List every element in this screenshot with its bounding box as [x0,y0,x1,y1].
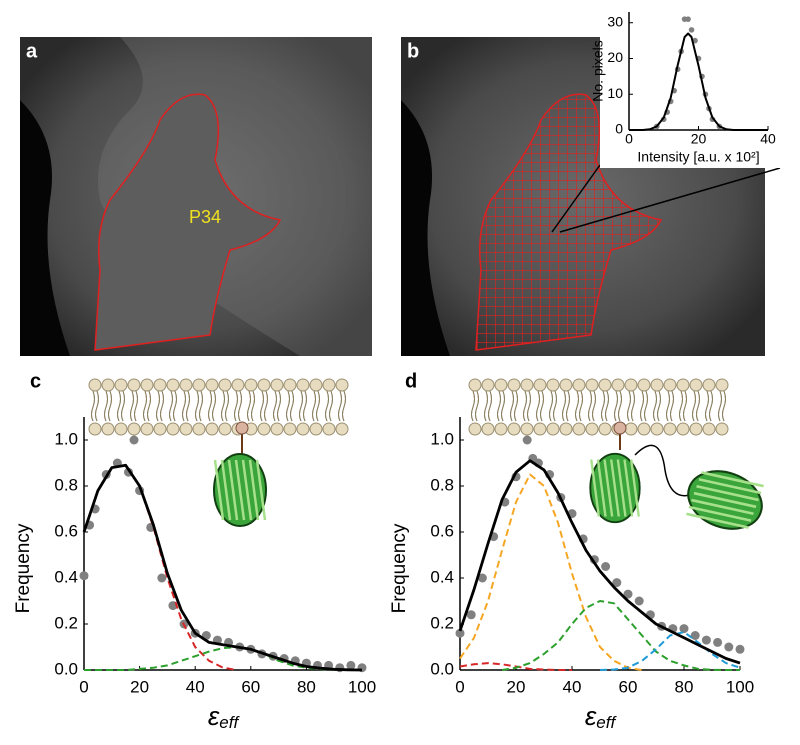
panel-label: c [30,370,41,392]
x-axis-label: εeff [585,701,618,733]
fit-line [82,463,363,672]
membrane-illustration [88,378,764,530]
data-point [634,596,644,606]
chart: 0 20 40 60 80 100 0.0 0.2 0.4 0.6 0.8 1.0 Frequency ε… [13,417,376,732]
x-tick-label: 0 [625,131,633,147]
x-tick-label: 0 [455,677,464,696]
y-tick-label: 0.6 [54,521,78,540]
data-point [679,624,689,634]
component-fit [599,631,741,671]
y-axis-label: Frequency [13,523,34,613]
x-tick-label: 40 [563,677,582,696]
y-axis-label: No. pixels [590,40,606,101]
x-axis-label-subscript: eff [219,713,240,732]
x-tick-label: 40 [186,677,205,696]
data-point [477,573,487,583]
data-point [701,635,711,645]
x-tick-label: 20 [130,677,149,696]
x-tick-label: 60 [619,677,638,696]
data-point [623,589,633,599]
y-tick-label: 0.4 [54,567,78,586]
panel-label: d [405,370,417,392]
y-tick-label: 0.6 [430,521,454,540]
y-tick-label: 0.4 [430,567,454,586]
y-tick-label: 1.0 [54,429,78,448]
x-axis-label: εeff [208,701,241,733]
x-tick-label: 100 [726,677,754,696]
component-fit [459,473,643,671]
data-point [455,628,465,638]
x-tick-label: 40 [760,131,776,147]
data-point [713,637,723,647]
y-tick-label: 0.8 [54,475,78,494]
data-point [688,27,695,33]
fit-line [629,32,768,131]
x-tick-label: 80 [297,677,316,696]
component-fit [84,646,362,671]
y-tick-label: 10 [607,85,623,101]
component-fit [459,662,572,671]
data-point [601,562,611,571]
data-point [129,435,139,445]
data-point [690,631,700,640]
chart: 0 20 40 60 80 100 0.0 0.2 0.4 0.6 0.8 1.0 Frequency ε… [389,417,754,732]
x-tick-label: 20 [507,677,526,696]
y-axis-label: Frequency [389,523,410,613]
x-tick-label: 20 [691,131,707,147]
y-tick-label: 0 [615,121,623,137]
x-axis-label-symbol: ε [585,701,597,731]
data-point [685,16,691,22]
data-point [346,660,356,670]
x-axis-label-symbol: ε [208,701,220,731]
y-tick-label: 1.0 [430,429,454,448]
y-tick-label: 0.2 [430,613,454,632]
data-point [735,644,745,654]
x-axis-label-subscript: eff [596,713,617,732]
data-point [612,578,622,588]
data-point [466,610,476,620]
y-tick-label: 0.0 [54,659,78,678]
x-tick-label: 0 [79,677,88,696]
x-axis-label: Intensity [a.u. x 10²] [637,149,759,165]
y-tick-label: 0.2 [54,613,78,632]
x-tick-label: 100 [348,677,376,696]
component-fit [501,600,740,671]
data-point [157,573,167,583]
x-tick-label: 80 [675,677,694,696]
fit-line [458,459,741,665]
x-tick-label: 60 [241,677,260,696]
y-tick-label: 0.0 [430,659,454,678]
data-point [724,642,734,652]
micrograph-a: P34 a [20,37,372,356]
data-point [522,435,532,445]
y-tick-label: 30 [607,13,623,29]
panel-label: a [26,40,38,62]
y-tick-label: 20 [607,49,623,65]
y-tick-label: 0.8 [430,475,454,494]
data-point [79,571,89,581]
panel-label: b [407,40,419,62]
roi-label: P34 [189,207,221,227]
